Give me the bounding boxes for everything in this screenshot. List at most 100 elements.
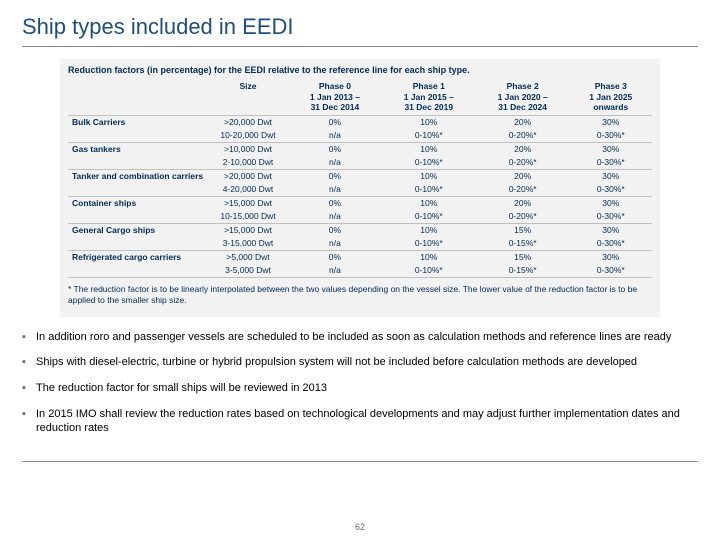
table-cell: 0-30%*: [570, 237, 652, 251]
table-cell: 0%: [288, 224, 382, 238]
table-cell: 0-10%*: [382, 210, 476, 224]
table-cell: >5,000 Dwt: [208, 251, 288, 265]
table-cell: [68, 183, 208, 197]
table-cell: 0%: [288, 115, 382, 129]
table-footnote: * The reduction factor is to be linearly…: [68, 284, 652, 306]
table-cell: 0-10%*: [382, 129, 476, 143]
table-cell: Tanker and combination carriers: [68, 170, 208, 184]
table-cell: Container ships: [68, 197, 208, 211]
table-cell: 0%: [288, 251, 382, 265]
col-header: Size: [208, 79, 288, 115]
table-cell: n/a: [288, 183, 382, 197]
table-row: Tanker and combination carriers>20,000 D…: [68, 170, 652, 184]
table-cell: General Cargo ships: [68, 224, 208, 238]
table-cell: n/a: [288, 210, 382, 224]
table-cell: 10%: [382, 197, 476, 211]
table-cell: Bulk Carriers: [68, 115, 208, 129]
table-cell: 2-10,000 Dwt: [208, 156, 288, 170]
table-cell: 0-15%*: [476, 264, 570, 278]
table-cell: 20%: [476, 115, 570, 129]
table-cell: 10%: [382, 142, 476, 156]
table-cell: 0-10%*: [382, 264, 476, 278]
table-cell: [68, 237, 208, 251]
table-cell: 3-15,000 Dwt: [208, 237, 288, 251]
table-cell: 30%: [570, 170, 652, 184]
table-cell: 30%: [570, 251, 652, 265]
table-row: 2-10,000 Dwtn/a0-10%*0-20%*0-30%*: [68, 156, 652, 170]
table-cell: 0-20%*: [476, 156, 570, 170]
table-cell: [68, 129, 208, 143]
table-cell: 0-30%*: [570, 129, 652, 143]
table-cell: n/a: [288, 129, 382, 143]
table-row: 10-20,000 Dwtn/a0-10%*0-20%*0-30%*: [68, 129, 652, 143]
table-row: Refrigerated cargo carriers>5,000 Dwt0%1…: [68, 251, 652, 265]
page-title: Ship types included in EEDI: [22, 14, 698, 47]
table-row: Container ships>15,000 Dwt0%10%20%30%: [68, 197, 652, 211]
table-cell: 0-30%*: [570, 210, 652, 224]
table-cell: 0%: [288, 142, 382, 156]
eedi-table-container: Reduction factors (in percentage) for th…: [60, 59, 660, 317]
table-cell: 0-20%*: [476, 183, 570, 197]
table-cell: 0-30%*: [570, 264, 652, 278]
table-cell: 10%: [382, 251, 476, 265]
table-cell: 0-30%*: [570, 183, 652, 197]
table-cell: 0-10%*: [382, 183, 476, 197]
table-cell: n/a: [288, 264, 382, 278]
eedi-table: SizePhase 01 Jan 2013 –31 Dec 2014Phase …: [68, 79, 652, 278]
table-cell: 30%: [570, 115, 652, 129]
table-cell: 0-20%*: [476, 129, 570, 143]
table-cell: 30%: [570, 224, 652, 238]
table-cell: 3-5,000 Dwt: [208, 264, 288, 278]
table-cell: 30%: [570, 142, 652, 156]
page-number: 62: [0, 522, 720, 532]
bullet-item: Ships with diesel-electric, turbine or h…: [22, 356, 698, 370]
table-row: General Cargo ships>15,000 Dwt0%10%15%30…: [68, 224, 652, 238]
table-cell: 0-15%*: [476, 237, 570, 251]
bullet-item: The reduction factor for small ships wil…: [22, 382, 698, 396]
table-cell: 0%: [288, 197, 382, 211]
table-cell: n/a: [288, 156, 382, 170]
table-cell: 0%: [288, 170, 382, 184]
table-cell: 15%: [476, 251, 570, 265]
table-cell: 0-20%*: [476, 210, 570, 224]
table-cell: [68, 156, 208, 170]
bullet-list: In addition roro and passenger vessels a…: [22, 331, 698, 463]
bullet-item: In 2015 IMO shall review the reduction r…: [22, 408, 698, 436]
table-cell: 10%: [382, 170, 476, 184]
col-header: Phase 11 Jan 2015 –31 Dec 2019: [382, 79, 476, 115]
table-cell: Gas tankers: [68, 142, 208, 156]
col-header: Phase 01 Jan 2013 –31 Dec 2014: [288, 79, 382, 115]
table-cell: 20%: [476, 170, 570, 184]
col-header: Phase 21 Jan 2020 –31 Dec 2024: [476, 79, 570, 115]
table-cell: [68, 264, 208, 278]
col-header: [68, 79, 208, 115]
table-cell: [68, 210, 208, 224]
table-cell: 10-20,000 Dwt: [208, 129, 288, 143]
table-cell: >15,000 Dwt: [208, 224, 288, 238]
table-row: 10-15,000 Dwtn/a0-10%*0-20%*0-30%*: [68, 210, 652, 224]
table-cell: 10-15,000 Dwt: [208, 210, 288, 224]
table-caption: Reduction factors (in percentage) for th…: [68, 65, 652, 75]
table-cell: 20%: [476, 197, 570, 211]
table-cell: n/a: [288, 237, 382, 251]
table-cell: 4-20,000 Dwt: [208, 183, 288, 197]
table-cell: 0-10%*: [382, 237, 476, 251]
col-header: Phase 31 Jan 2025onwards: [570, 79, 652, 115]
table-cell: >15,000 Dwt: [208, 197, 288, 211]
table-cell: 15%: [476, 224, 570, 238]
table-cell: 0-10%*: [382, 156, 476, 170]
table-cell: 10%: [382, 115, 476, 129]
bullet-item: In addition roro and passenger vessels a…: [22, 331, 698, 345]
table-row: 3-5,000 Dwtn/a0-10%*0-15%*0-30%*: [68, 264, 652, 278]
table-cell: >20,000 Dwt: [208, 115, 288, 129]
table-cell: Refrigerated cargo carriers: [68, 251, 208, 265]
table-row: 3-15,000 Dwtn/a0-10%*0-15%*0-30%*: [68, 237, 652, 251]
table-row: Gas tankers>10,000 Dwt0%10%20%30%: [68, 142, 652, 156]
table-cell: 30%: [570, 197, 652, 211]
table-cell: >20,000 Dwt: [208, 170, 288, 184]
table-row: 4-20,000 Dwtn/a0-10%*0-20%*0-30%*: [68, 183, 652, 197]
table-cell: 0-30%*: [570, 156, 652, 170]
table-cell: >10,000 Dwt: [208, 142, 288, 156]
table-cell: 20%: [476, 142, 570, 156]
table-cell: 10%: [382, 224, 476, 238]
